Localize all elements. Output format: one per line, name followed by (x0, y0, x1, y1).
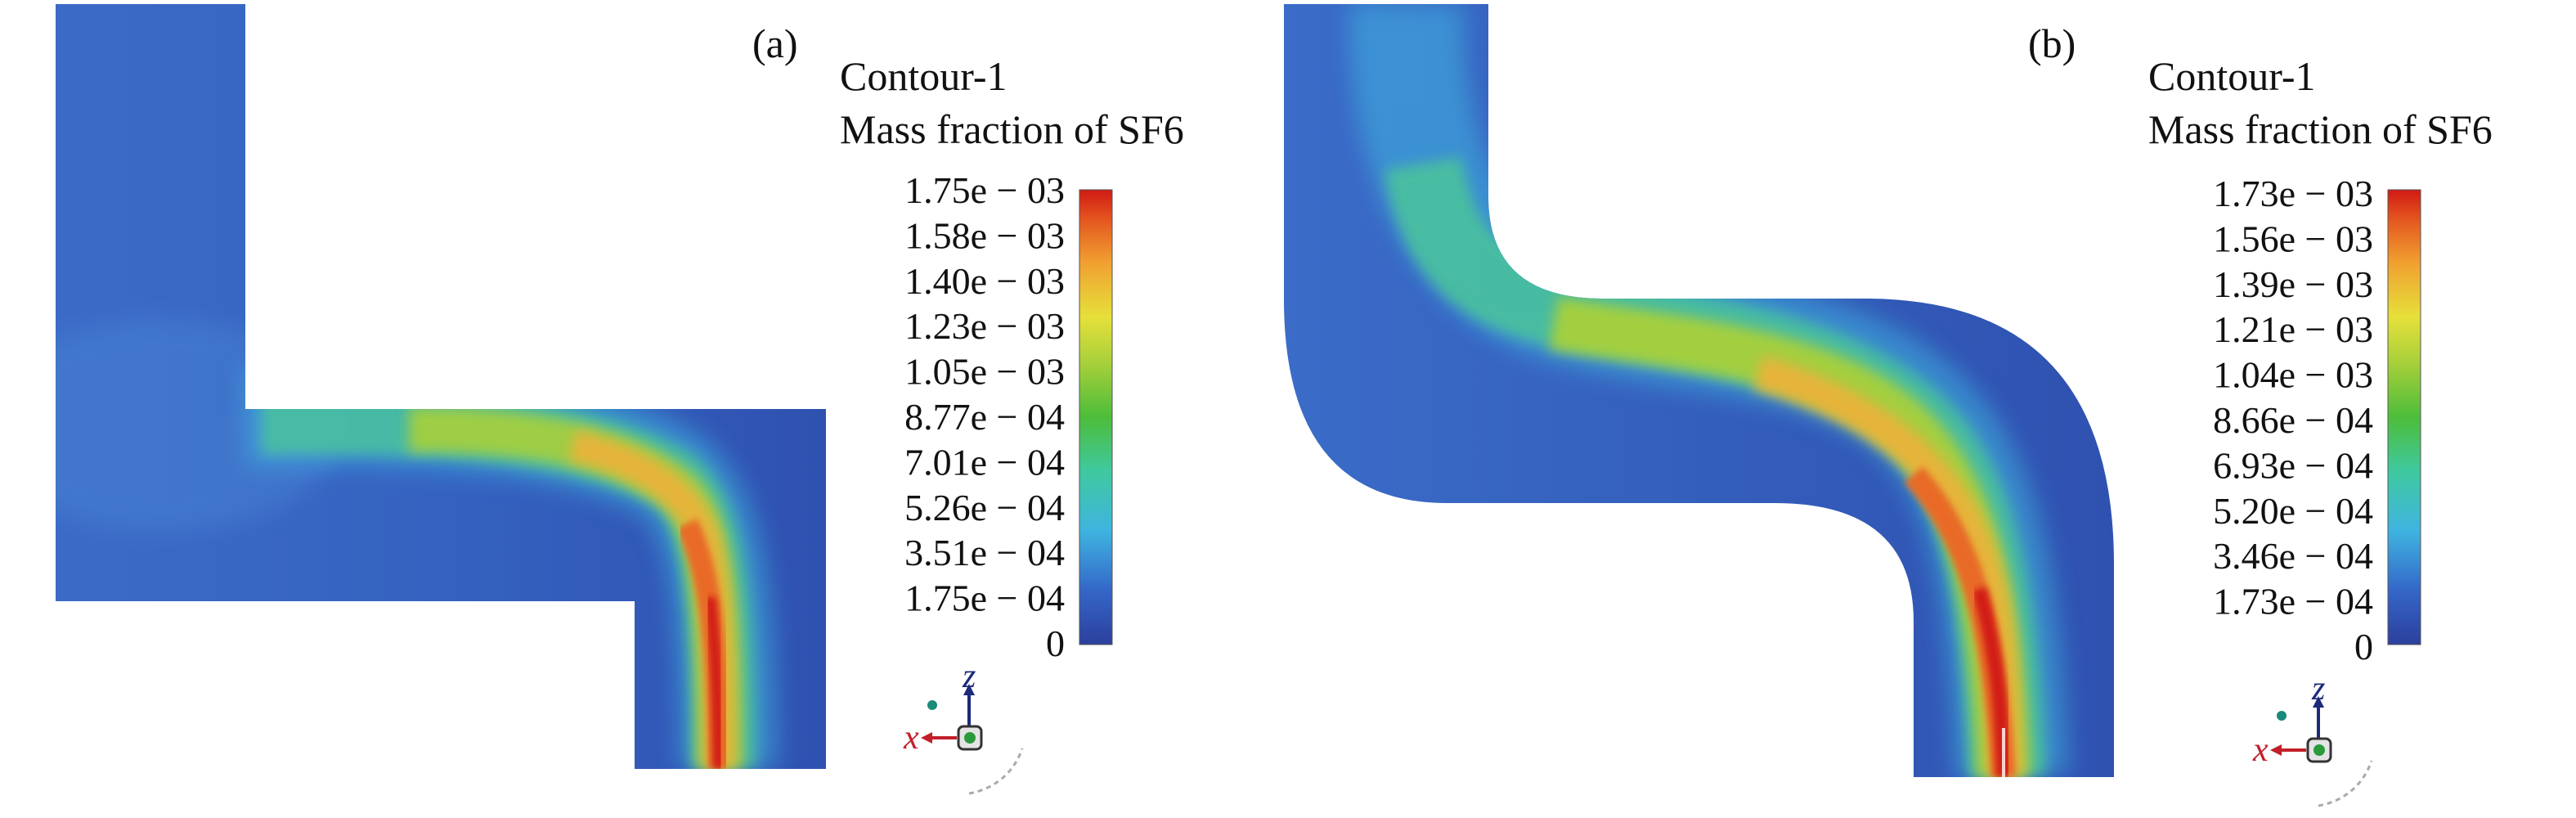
colorbar-tick-label: 0 (1046, 622, 1065, 664)
colorbar-tick-label: 1.75e − 04 (904, 578, 1065, 619)
colorbar-b (2387, 189, 2421, 645)
panel-label-a: (a) (752, 20, 798, 66)
axis-triad-b: z x (2252, 670, 2373, 807)
colorbar-ticks-a: 1.75e − 031.58e − 031.40e − 031.23e − 03… (904, 169, 1065, 664)
colorbar-tick-label: 1.40e − 03 (904, 260, 1065, 302)
colorbar-tick-label: 7.01e − 04 (904, 441, 1065, 483)
contour-plot-a (56, 4, 826, 769)
colorbar-a (1079, 189, 1113, 645)
colorbar-tick-label: 1.73e − 04 (2213, 581, 2373, 622)
colorbar-tick-label: 8.66e − 04 (2213, 399, 2373, 441)
colorbar-tick-label: 1.58e − 03 (904, 214, 1065, 256)
axis-x-label-b: x (2252, 731, 2269, 769)
colorbar-ticks-b: 1.73e − 031.56e − 031.39e − 031.21e − 03… (2213, 173, 2373, 667)
axis-z-label-b: z (2311, 670, 2325, 708)
legend-title-b-line1: Contour-1 (2148, 53, 2316, 99)
colorbar-tick-label: 5.26e − 04 (904, 487, 1065, 528)
colorbar-tick-label: 1.56e − 03 (2213, 218, 2373, 259)
colorbar-tick-label: 1.39e − 03 (2213, 263, 2373, 305)
colorbar-tick-label: 5.20e − 04 (2213, 490, 2373, 532)
legend-title-a-line2: Mass fraction of SF6 (840, 106, 1184, 152)
colorbar-tick-label: 1.05e − 03 (904, 351, 1065, 393)
contour-plot-b (1284, 4, 2114, 777)
legend-title-b-line2: Mass fraction of SF6 (2148, 106, 2493, 152)
panel-label-b: (b) (2028, 20, 2076, 66)
colorbar-tick-label: 1.73e − 03 (2213, 173, 2373, 214)
legend-title-a-line1: Contour-1 (840, 53, 1008, 99)
axis-z-label-a: z (962, 658, 976, 695)
colorbar-tick-label: 1.75e − 03 (904, 169, 1065, 211)
colorbar-tick-label: 0 (2354, 626, 2373, 667)
colorbar-tick-label: 3.51e − 04 (904, 532, 1065, 573)
axis-triad-a: z x (903, 658, 1024, 795)
colorbar-tick-label: 8.77e − 04 (904, 396, 1065, 438)
axis-x-label-a: x (903, 719, 919, 757)
colorbar-tick-label: 1.23e − 03 (904, 305, 1065, 347)
colorbar-tick-label: 3.46e − 04 (2213, 535, 2373, 577)
colorbar-tick-label: 1.04e − 03 (2213, 354, 2373, 396)
colorbar-tick-label: 6.93e − 04 (2213, 444, 2373, 486)
colorbar-tick-label: 1.21e − 03 (2213, 308, 2373, 350)
